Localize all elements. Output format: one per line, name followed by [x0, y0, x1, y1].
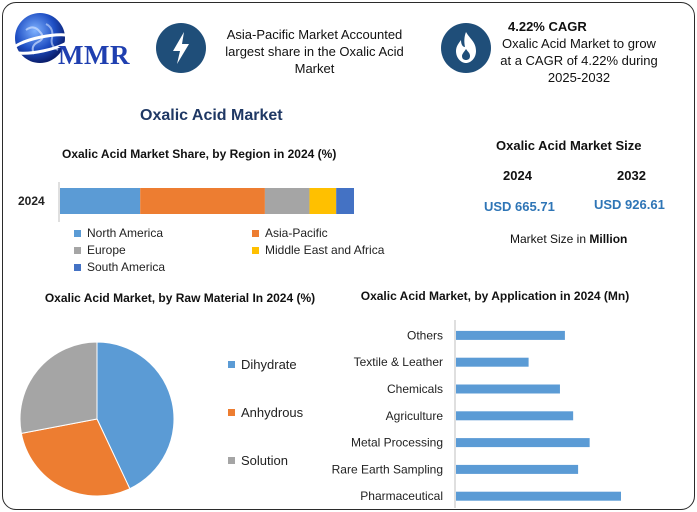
legend-swatch — [228, 409, 235, 416]
region-chart: 2024 — [18, 182, 354, 222]
application-bar-pharmaceutical — [456, 491, 621, 501]
application-label-textile-leather: Textile & Leather — [354, 355, 443, 369]
callout-region-line-1: Asia-Pacific Market Accounted — [226, 27, 403, 42]
lightning-icon — [156, 23, 206, 73]
legend-item-north-america: North America — [74, 226, 252, 240]
legend-item-middle-east-and-africa: Middle East and Africa — [252, 243, 430, 257]
callout-region-line-3: Market — [294, 61, 335, 76]
legend-swatch — [252, 229, 259, 237]
legend-swatch — [74, 263, 81, 271]
application-bar-chart: Others Textile & Leather Chemicals Agricult… — [332, 320, 621, 508]
legend-label: Middle East and Africa — [265, 243, 385, 257]
legend-swatch — [252, 246, 259, 254]
logo: MMR — [12, 10, 142, 70]
application-bar-agriculture — [456, 411, 574, 421]
pie-slice-solution — [19, 341, 98, 435]
legend-label: South America — [87, 260, 166, 274]
market-size-value-2: USD 926.61 — [594, 197, 665, 212]
market-size-value-1: USD 665.71 — [484, 199, 555, 214]
application-label-metal-processing: Metal Processing — [351, 436, 443, 450]
application-label-others: Others — [407, 328, 443, 342]
application-bar-rare-earth-sampling — [456, 464, 579, 474]
pie-slice-dihydrate — [96, 341, 175, 490]
application-chart-title: Oxalic Acid Market, by Application in 20… — [340, 287, 650, 306]
raw-material-chart-title: Oxalic Acid Market, by Raw Material In 2… — [30, 289, 330, 308]
market-size-year-1: 2024 — [503, 168, 532, 183]
callout-region: Asia-Pacific Market Accounted largest sh… — [212, 26, 417, 77]
region-bar-south-america — [336, 188, 354, 214]
market-size-note-unit: Million — [589, 232, 628, 246]
legend-label: Solution — [241, 453, 288, 468]
legend-swatch — [228, 457, 235, 464]
region-category-label: 2024 — [18, 194, 45, 208]
region-legend: North America Asia-Pacific Europe Middle Ea… — [74, 226, 434, 274]
globe-icon — [12, 13, 68, 63]
pie-legend-item-solution: Solution — [228, 453, 303, 468]
application-label-agriculture: Agriculture — [386, 409, 444, 423]
legend-label: Anhydrous — [241, 405, 304, 420]
pie-legend-item-dihydrate: Dihydrate — [228, 357, 303, 372]
pie-legend-item-anhydrous: Anhydrous — [228, 405, 303, 420]
callout-cagr-line-1: Oxalic Acid Market to grow — [502, 36, 656, 51]
market-size-year-2: 2032 — [617, 168, 646, 183]
legend-label: Europe — [87, 243, 126, 257]
callout-region-line-2: largest share in the Oxalic Acid — [225, 44, 404, 59]
legend-item-south-america: South America — [74, 260, 252, 274]
region-bar-asia-pacific — [140, 188, 265, 214]
application-label-chemicals: Chemicals — [387, 382, 443, 396]
legend-swatch — [74, 229, 81, 237]
application-chart-title-text: Oxalic Acid Market, by Application in 20… — [360, 289, 630, 303]
logo-text: MMR — [58, 40, 130, 70]
market-size-title: Oxalic Acid Market Size — [496, 138, 642, 153]
raw-material-pie-chart — [19, 341, 175, 497]
application-bar-chemicals — [456, 384, 560, 394]
legend-label: Asia-Pacific — [265, 226, 328, 240]
callout-cagr: 4.22% CAGR Oxalic Acid Market to grow at… — [494, 18, 664, 86]
application-label-pharmaceutical: Pharmaceutical — [360, 489, 443, 503]
main-title: Oxalic Acid Market — [140, 107, 283, 124]
market-size-note: Market Size in Million — [510, 232, 627, 246]
callout-cagr-line-2: at a CAGR of 4.22% during — [500, 53, 658, 68]
pie-slice-anhydrous — [20, 418, 131, 497]
legend-swatch — [74, 246, 81, 254]
raw-material-legend: Dihydrate Anhydrous Solution — [228, 357, 303, 501]
region-bar-north-america — [60, 188, 141, 214]
raw-material-chart-title-text: Oxalic Acid Market, by Raw Material In 2… — [44, 291, 316, 305]
callout-cagr-line-3: 2025-2032 — [547, 70, 611, 85]
flame-icon — [441, 23, 491, 73]
region-bar-europe — [264, 188, 310, 214]
legend-swatch — [228, 361, 235, 368]
application-bar-others — [456, 330, 565, 340]
application-bar-textile-leather — [456, 357, 529, 367]
callout-cagr-headline: 4.22% CAGR — [508, 19, 587, 34]
application-label-rare-earth-sampling: Rare Earth Sampling — [332, 462, 443, 476]
region-bar-middle-east-and-africa — [309, 188, 337, 214]
legend-item-asia-pacific: Asia-Pacific — [252, 226, 430, 240]
legend-label: North America — [87, 226, 164, 240]
region-chart-title: Oxalic Acid Market Share, by Region in 2… — [62, 147, 337, 161]
application-bar-metal-processing — [456, 438, 590, 448]
market-size-note-prefix: Market Size in — [510, 232, 590, 246]
legend-label: Dihydrate — [241, 357, 297, 372]
legend-item-europe: Europe — [74, 243, 252, 257]
